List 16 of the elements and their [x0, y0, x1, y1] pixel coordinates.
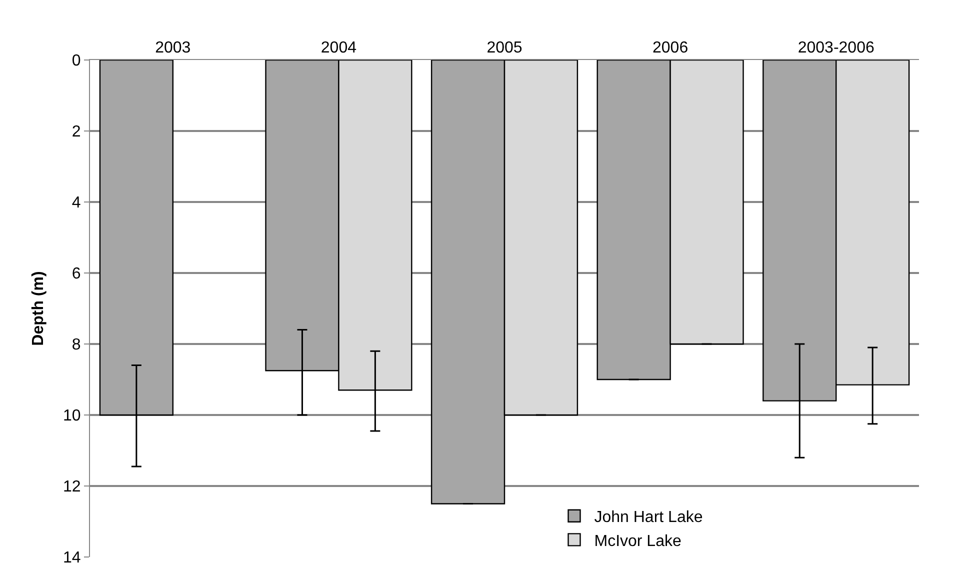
legend-label: John Hart Lake	[594, 509, 703, 526]
y-tick-label: 0	[72, 52, 81, 70]
y-tick-label: 12	[63, 478, 81, 496]
x-tick-label: 2003-2006	[798, 40, 874, 57]
legend-label: McIvor Lake	[594, 532, 682, 550]
y-tick-label: 2	[72, 124, 81, 141]
y-tick-label: 10	[63, 408, 81, 425]
y-axis-title: Depth (m)	[30, 271, 47, 346]
y-tick-label: 8	[72, 336, 81, 354]
x-tick-label: 2004	[320, 40, 357, 57]
y-tick-label: 6	[72, 266, 81, 283]
x-tick-label: 2005	[486, 40, 522, 57]
y-tick-label: 14	[63, 550, 81, 567]
x-tick-label: 2006	[652, 40, 688, 57]
y-tick-label: 4	[72, 194, 81, 212]
x-tick-label: 2003	[155, 40, 191, 57]
